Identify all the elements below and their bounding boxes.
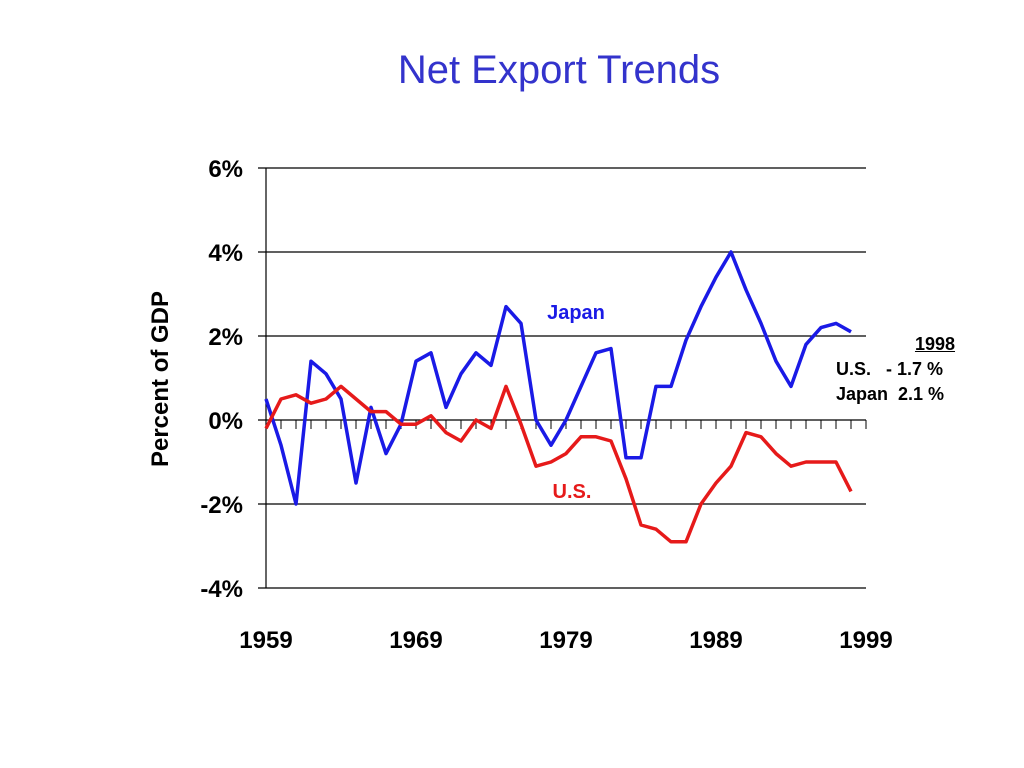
y-axis: -4% -2% 0% 2% 4% 6% bbox=[200, 156, 267, 603]
x-tick-label: 1969 bbox=[389, 627, 442, 654]
y-tick-label: -4% bbox=[200, 576, 243, 603]
grid-lines bbox=[258, 167, 866, 589]
series-label-us: U.S. bbox=[553, 481, 592, 503]
y-tick-label: 0% bbox=[208, 408, 243, 435]
y-tick-label: 2% bbox=[208, 324, 243, 351]
x-tick-label: 1979 bbox=[539, 627, 592, 654]
x-tick-label: 1989 bbox=[689, 627, 742, 654]
y-tick-label: -2% bbox=[200, 492, 243, 519]
series-label-japan: Japan bbox=[547, 302, 605, 324]
series-labels: Japan U.S. bbox=[547, 302, 605, 503]
y-tick-label: 6% bbox=[208, 156, 243, 183]
series-line-us bbox=[264, 384, 853, 544]
note-year: 1998 bbox=[914, 334, 956, 354]
x-tick-label: 1959 bbox=[239, 627, 292, 654]
series-lines bbox=[264, 250, 853, 544]
y-tick-label: 4% bbox=[208, 240, 243, 267]
y-axis-title: Percent of GDP bbox=[147, 291, 174, 467]
note-japan-value: Japan 2.1 % bbox=[836, 384, 945, 404]
note-1998: 1998 U.S. - 1.7 % Japan 2.1 % bbox=[836, 332, 1000, 407]
slide-title: Net Export Trends bbox=[397, 48, 721, 92]
x-axis: 1959 1969 1979 1989 1999 bbox=[239, 419, 893, 654]
note-us-value: U.S. - 1.7 % bbox=[836, 359, 944, 379]
series-line-japan bbox=[264, 250, 852, 506]
x-tick-label: 1999 bbox=[839, 627, 892, 654]
